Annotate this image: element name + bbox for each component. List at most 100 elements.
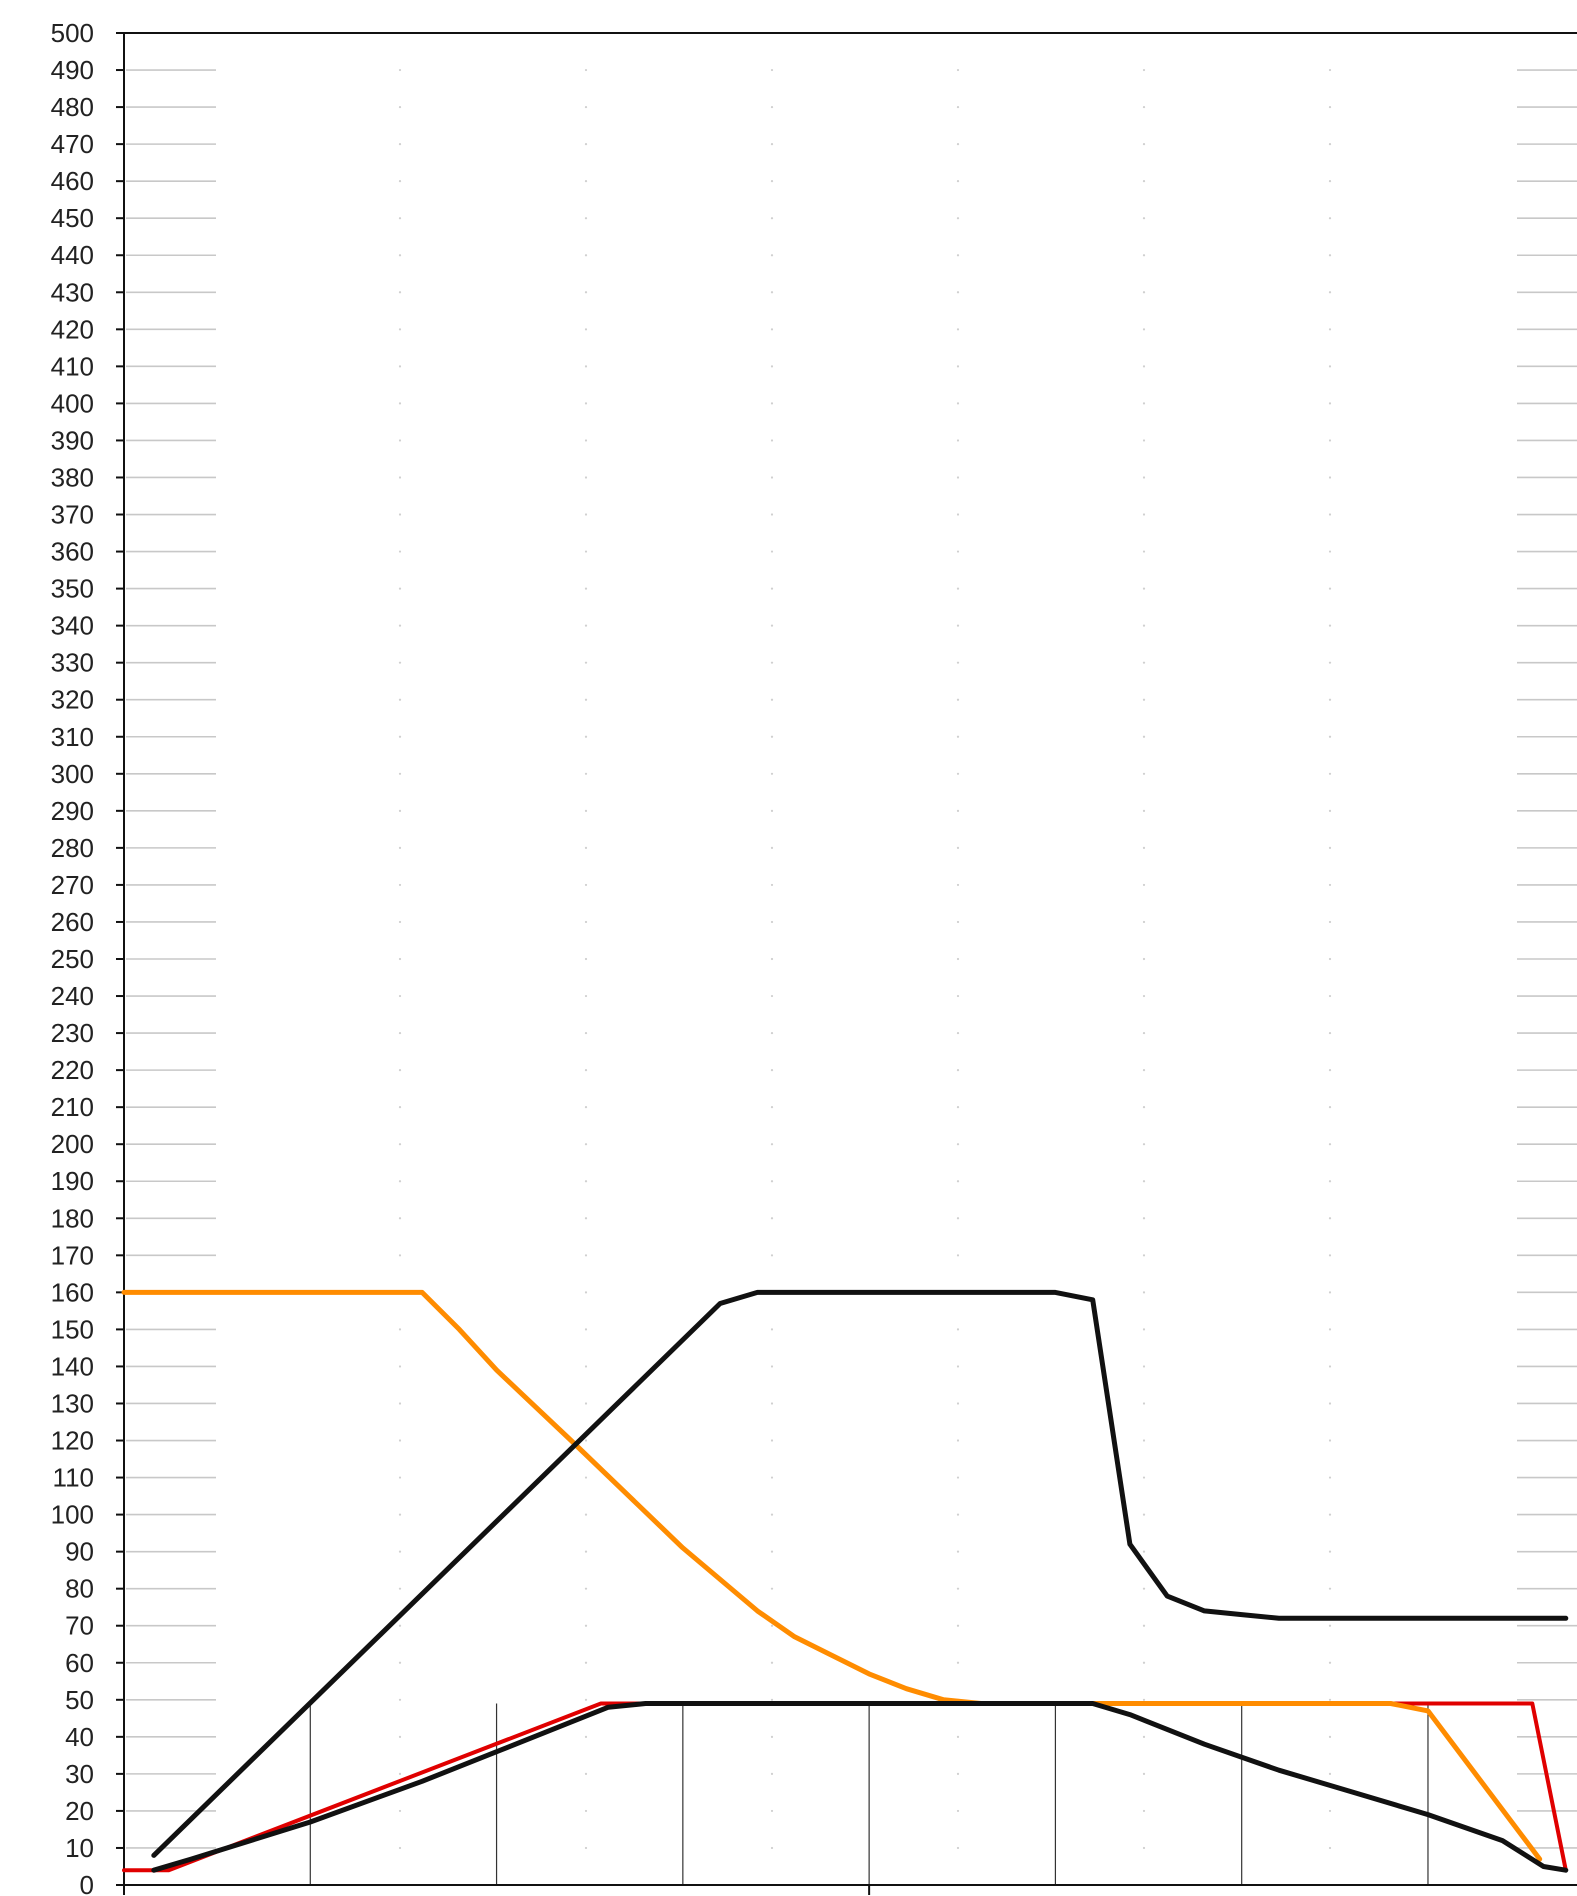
grid-dot	[398, 957, 402, 961]
grid-dot	[770, 1513, 774, 1516]
grid-dot	[770, 846, 774, 849]
grid-dot	[1142, 68, 1146, 72]
grid-dot	[584, 1402, 588, 1405]
grid-dot	[584, 1587, 588, 1590]
series-line-2	[151, 1289, 1569, 1858]
grid-dot	[770, 1254, 774, 1257]
grid-dot	[584, 1180, 588, 1183]
grid-dot	[770, 68, 774, 72]
series-line-1	[121, 1289, 1543, 1862]
grid-dot	[956, 1106, 960, 1109]
grid-dot	[1142, 1180, 1146, 1183]
grid-dot	[1142, 513, 1146, 516]
grid-dot	[584, 254, 588, 257]
grid-dot	[770, 365, 774, 368]
grid-dot	[1328, 1069, 1332, 1072]
grid-dot	[584, 291, 588, 294]
grid-dot	[1328, 957, 1332, 961]
grid-dot	[584, 1328, 588, 1331]
grid-dot	[398, 661, 402, 664]
y-tick-label-350: 350	[51, 574, 94, 604]
grid-dot	[956, 143, 960, 146]
grid-dot	[956, 1809, 960, 1813]
grid-dot	[1328, 1661, 1332, 1664]
grid-dot	[956, 1143, 960, 1146]
grid-dot	[770, 1328, 774, 1331]
grid-dot	[1142, 1846, 1146, 1850]
y-tick-label-360: 360	[51, 537, 94, 567]
y-tick-label-470: 470	[51, 129, 94, 159]
y-tick-label-370: 370	[51, 500, 94, 530]
grid-dot	[956, 476, 960, 479]
grid-dot	[1142, 180, 1146, 183]
grid-dot	[1328, 68, 1332, 72]
series-layer	[121, 1289, 1569, 1873]
grid-dot	[1142, 1254, 1146, 1257]
y-tick-label-200: 200	[51, 1129, 94, 1159]
grid-dot	[956, 254, 960, 257]
grid-dot	[770, 809, 774, 812]
grid-dot	[1328, 1698, 1332, 1701]
grid-dot	[398, 587, 402, 590]
y-tick-label-270: 270	[51, 870, 94, 900]
y-tick-label-220: 220	[51, 1055, 94, 1085]
grid-dot	[1142, 957, 1146, 961]
grid-dot	[770, 1069, 774, 1072]
grid-dot	[956, 1069, 960, 1072]
grid-dot	[584, 365, 588, 368]
grid-dot	[1328, 1031, 1332, 1035]
grid-dot	[1328, 476, 1332, 479]
grid-dot	[1328, 550, 1332, 553]
grid-dot	[770, 439, 774, 442]
grid-dot	[956, 180, 960, 183]
grid-dot	[1328, 1550, 1332, 1553]
grid-dot	[398, 550, 402, 553]
grid-dot	[956, 1031, 960, 1035]
grid-dot	[398, 1846, 402, 1850]
grid-dot	[398, 994, 402, 998]
grid-layer	[126, 68, 1577, 1885]
grid-dot	[770, 587, 774, 590]
grid-dot	[956, 957, 960, 961]
grid-dot	[770, 143, 774, 146]
grid-dot	[770, 105, 774, 109]
grid-dot	[584, 513, 588, 516]
grid-dot	[956, 994, 960, 998]
grid-dot	[584, 402, 588, 405]
grid-dot	[398, 1735, 402, 1738]
grid-dot	[398, 1254, 402, 1257]
grid-dot	[956, 1735, 960, 1738]
grid-dot	[956, 1180, 960, 1183]
grid-dot	[956, 68, 960, 72]
y-tick-label-30: 30	[65, 1759, 94, 1789]
grid-dot	[770, 1661, 774, 1664]
y-tick-label-40: 40	[65, 1722, 94, 1752]
tick-label-layer: 0 10 20 30 40 50 60 70 80 90 100 110 120 130 140 150 160…	[51, 18, 94, 1896]
grid-dot	[956, 809, 960, 812]
grid-dot	[584, 1624, 588, 1627]
grid-dot	[1142, 1698, 1146, 1701]
grid-dot	[584, 1698, 588, 1701]
grid-dot	[398, 1365, 402, 1368]
grid-dot	[1328, 1772, 1332, 1775]
grid-dot	[1142, 1106, 1146, 1109]
grid-dot	[1142, 772, 1146, 775]
grid-dot	[1328, 994, 1332, 998]
grid-dot	[770, 698, 774, 701]
y-tick-label-290: 290	[51, 796, 94, 826]
grid-dot	[1328, 1217, 1332, 1220]
grid-dot	[770, 883, 774, 887]
y-tick-label-100: 100	[51, 1500, 94, 1530]
y-tick-label-340: 340	[51, 611, 94, 641]
grid-dot	[956, 1365, 960, 1368]
grid-dot	[770, 513, 774, 516]
grid-dot	[398, 1624, 402, 1627]
grid-dot	[398, 1661, 402, 1664]
y-tick-label-160: 160	[51, 1277, 94, 1307]
y-tick-label-130: 130	[51, 1388, 94, 1418]
grid-dot	[398, 476, 402, 479]
grid-dot	[770, 624, 774, 627]
grid-dot	[398, 254, 402, 257]
grid-dot	[1328, 1809, 1332, 1813]
grid-dot	[398, 217, 402, 220]
